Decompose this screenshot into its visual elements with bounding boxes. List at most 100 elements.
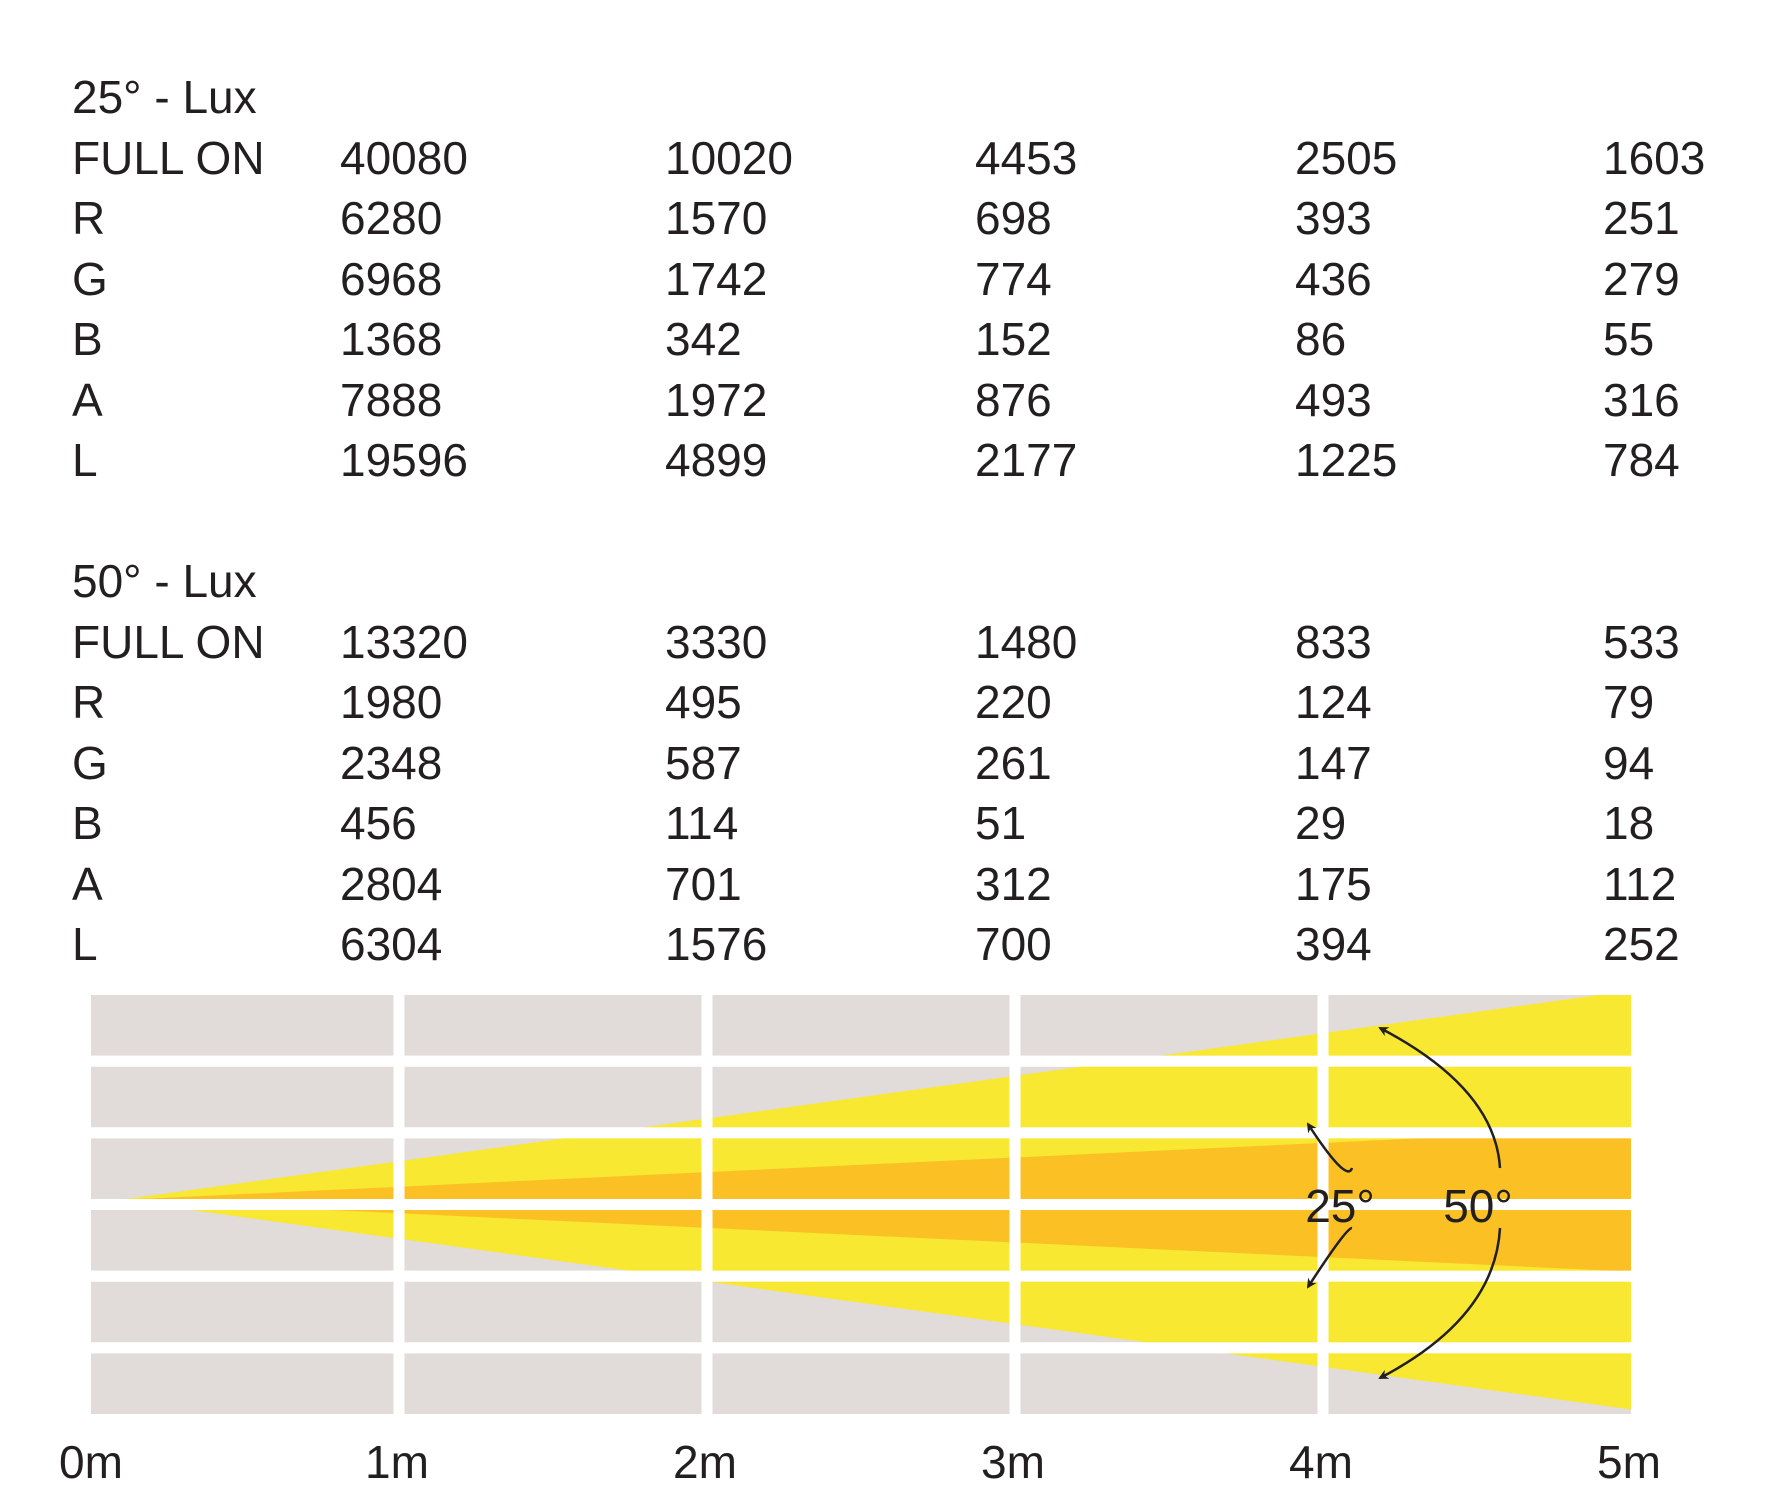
tick-label: 2m: [673, 1436, 737, 1488]
grid-cell: [91, 1066, 399, 1128]
tick-label: 3m: [981, 1436, 1045, 1488]
angle-arrow: [1306, 1226, 1353, 1289]
lux-value: 2348: [340, 736, 443, 789]
lux-value: 774: [975, 252, 1052, 305]
lux-value: 29: [1295, 797, 1347, 849]
lux-value: 86: [1295, 313, 1347, 365]
angle-label: 50°: [1443, 1180, 1513, 1232]
lux-value: 13320: [340, 615, 468, 668]
lux-value: 701: [665, 857, 742, 910]
lux-value: 18: [1603, 797, 1655, 849]
lux-value: 436: [1295, 252, 1372, 305]
grid-cell: [399, 1066, 707, 1128]
lux-value: 261: [975, 736, 1052, 789]
lux-value: 51: [975, 797, 1027, 849]
grid-cell: [707, 995, 1015, 1056]
lux-value: 1603: [1603, 131, 1706, 184]
lux-value: 784: [1603, 434, 1680, 486]
tick-label: 4m: [1289, 1436, 1353, 1488]
angle-arrow: [1306, 1122, 1354, 1173]
angle-arrow: [1378, 1227, 1502, 1380]
lux-value: 152: [975, 313, 1052, 365]
table-title: 50° - Lux: [72, 555, 257, 607]
lux-value: 10020: [665, 131, 793, 184]
grid-cell: [91, 995, 399, 1056]
lux-value: 4899: [665, 434, 768, 486]
lux-value: 6280: [340, 192, 443, 244]
lux-value: 40080: [340, 131, 468, 184]
grid-cell: [399, 1281, 707, 1343]
row-label: FULL ON: [72, 131, 265, 184]
lux-value: 312: [975, 857, 1052, 910]
grid-line-h: [91, 1342, 1631, 1354]
lux-value: 7888: [340, 373, 443, 426]
lux-value: 114: [665, 797, 739, 849]
tick-label: 5m: [1597, 1436, 1661, 1488]
row-label: G: [72, 736, 108, 789]
lux-value: 1225: [1295, 434, 1398, 486]
lux-value: 147: [1295, 736, 1372, 789]
grid-line-v: [393, 995, 405, 1414]
lux-value: 533: [1603, 615, 1680, 668]
table-title: 25° - Lux: [72, 71, 257, 123]
lux-value: 4453: [975, 131, 1078, 184]
lux-value: 316: [1603, 373, 1680, 426]
lux-value: 79: [1603, 676, 1655, 728]
lux-value: 493: [1295, 373, 1372, 426]
grid-cell: [91, 1353, 399, 1414]
row-label: G: [72, 252, 108, 305]
lux-value: 1972: [665, 373, 768, 426]
lux-value: 3330: [665, 615, 768, 668]
grid-cell: [1015, 1353, 1323, 1414]
tick-label: 0m: [59, 1436, 123, 1488]
lux-value: 587: [665, 736, 742, 789]
grid-cell: [399, 1353, 707, 1414]
angle-label: 25°: [1305, 1180, 1375, 1232]
lux-value: 1742: [665, 252, 768, 305]
grid-lines: [91, 995, 1631, 1414]
lux-value: 1368: [340, 313, 443, 365]
lux-value: 2804: [340, 857, 443, 910]
row-label: R: [72, 676, 106, 728]
lux-value: 112: [1603, 857, 1677, 910]
lux-value: 394: [1295, 918, 1372, 970]
lux-value: 6968: [340, 252, 443, 305]
distance-axis: 0m 1m 2m 3m 4m 5m: [59, 1436, 1661, 1488]
grid-cell: [399, 995, 707, 1056]
lux-value: 2505: [1295, 131, 1398, 184]
grid-cell: [91, 1281, 399, 1343]
grid-line-h: [91, 1270, 1631, 1282]
angle-arrow: [1378, 1026, 1502, 1169]
lux-value: 55: [1603, 313, 1655, 365]
lux-value: 220: [975, 676, 1052, 728]
row-label: A: [72, 373, 103, 426]
lux-value: 876: [975, 373, 1052, 426]
lux-value: 2177: [975, 434, 1078, 486]
grid-line-v: [1009, 995, 1021, 1414]
grid-cell: [707, 1353, 1015, 1414]
lux-value: 6304: [340, 918, 443, 970]
lux-value: 833: [1295, 615, 1372, 668]
lux-value: 1576: [665, 918, 768, 970]
lux-value: 700: [975, 918, 1052, 970]
lux-value: 456: [340, 797, 417, 849]
angle-marks: 25° 50°: [1305, 1026, 1513, 1380]
lux-value: 279: [1603, 252, 1680, 305]
row-label: A: [72, 857, 103, 910]
lux-value: 252: [1603, 918, 1680, 970]
row-label: R: [72, 192, 106, 244]
grid-line-h: [91, 1199, 1631, 1210]
lux-value: 495: [665, 676, 742, 728]
lux-value: 175: [1295, 857, 1372, 910]
lux-value: 1980: [340, 676, 443, 728]
row-label: B: [72, 797, 103, 849]
row-label: B: [72, 313, 103, 365]
row-label: L: [72, 434, 98, 486]
lux-value: 1570: [665, 192, 768, 244]
grid-line-h: [91, 1127, 1631, 1139]
lux-value: 1480: [975, 615, 1078, 668]
row-label: FULL ON: [72, 615, 265, 668]
grid-line-h: [91, 1055, 1631, 1067]
lux-value: 393: [1295, 192, 1372, 244]
